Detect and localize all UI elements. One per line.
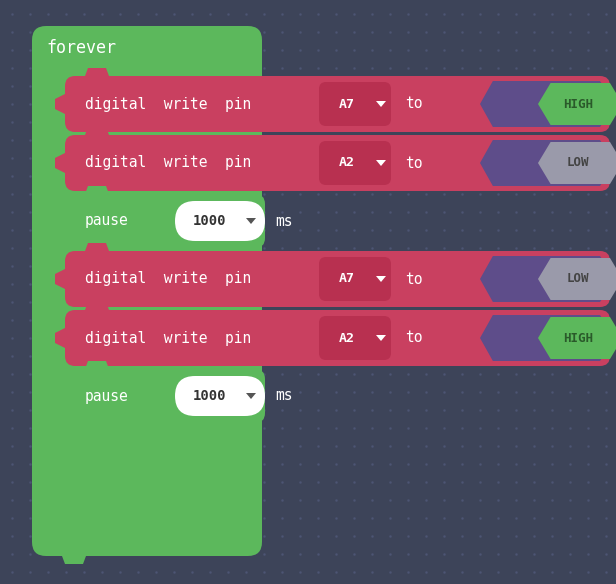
Polygon shape (480, 140, 616, 186)
Polygon shape (480, 81, 616, 127)
Text: A2: A2 (339, 157, 355, 169)
Text: A7: A7 (339, 273, 355, 286)
FancyBboxPatch shape (65, 135, 610, 191)
FancyBboxPatch shape (32, 26, 262, 556)
Polygon shape (538, 317, 616, 359)
FancyBboxPatch shape (319, 141, 391, 185)
Text: to: to (405, 272, 423, 287)
FancyBboxPatch shape (65, 369, 265, 423)
Polygon shape (55, 153, 65, 173)
Polygon shape (85, 302, 109, 310)
FancyBboxPatch shape (175, 201, 265, 241)
Polygon shape (62, 556, 86, 564)
Polygon shape (376, 160, 386, 166)
Text: HIGH: HIGH (563, 98, 593, 110)
Polygon shape (55, 386, 65, 406)
FancyBboxPatch shape (65, 251, 610, 307)
Polygon shape (55, 211, 65, 231)
Text: LOW: LOW (567, 157, 590, 169)
Text: ms: ms (275, 214, 293, 228)
Polygon shape (376, 335, 386, 341)
Polygon shape (85, 186, 109, 194)
Text: to: to (405, 96, 423, 112)
Text: digital  write  pin: digital write pin (85, 331, 251, 346)
Polygon shape (538, 83, 616, 125)
Polygon shape (55, 269, 65, 289)
Polygon shape (376, 101, 386, 107)
Polygon shape (85, 361, 109, 369)
Text: digital  write  pin: digital write pin (85, 96, 251, 112)
Polygon shape (538, 142, 616, 184)
Polygon shape (376, 276, 386, 282)
Polygon shape (246, 393, 256, 399)
FancyBboxPatch shape (175, 376, 265, 416)
Polygon shape (55, 94, 65, 114)
Text: A2: A2 (339, 332, 355, 345)
Text: digital  write  pin: digital write pin (85, 272, 251, 287)
Polygon shape (85, 243, 109, 251)
Text: pause: pause (85, 214, 129, 228)
FancyBboxPatch shape (319, 316, 391, 360)
Text: digital  write  pin: digital write pin (85, 155, 251, 171)
FancyBboxPatch shape (319, 257, 391, 301)
Text: 1000: 1000 (193, 389, 227, 403)
FancyBboxPatch shape (65, 194, 265, 248)
Polygon shape (246, 218, 256, 224)
FancyBboxPatch shape (65, 76, 610, 132)
Polygon shape (55, 328, 65, 348)
FancyBboxPatch shape (65, 310, 610, 366)
Text: to: to (405, 155, 423, 171)
Polygon shape (85, 127, 109, 135)
Text: pause: pause (85, 388, 129, 404)
Polygon shape (85, 68, 109, 76)
Text: LOW: LOW (567, 273, 590, 286)
Polygon shape (480, 315, 616, 361)
FancyBboxPatch shape (319, 82, 391, 126)
Polygon shape (538, 258, 616, 300)
Text: forever: forever (46, 39, 116, 57)
Text: 1000: 1000 (193, 214, 227, 228)
Text: ms: ms (275, 388, 293, 404)
Text: to: to (405, 331, 423, 346)
Text: HIGH: HIGH (563, 332, 593, 345)
Text: A7: A7 (339, 98, 355, 110)
Polygon shape (480, 256, 616, 302)
